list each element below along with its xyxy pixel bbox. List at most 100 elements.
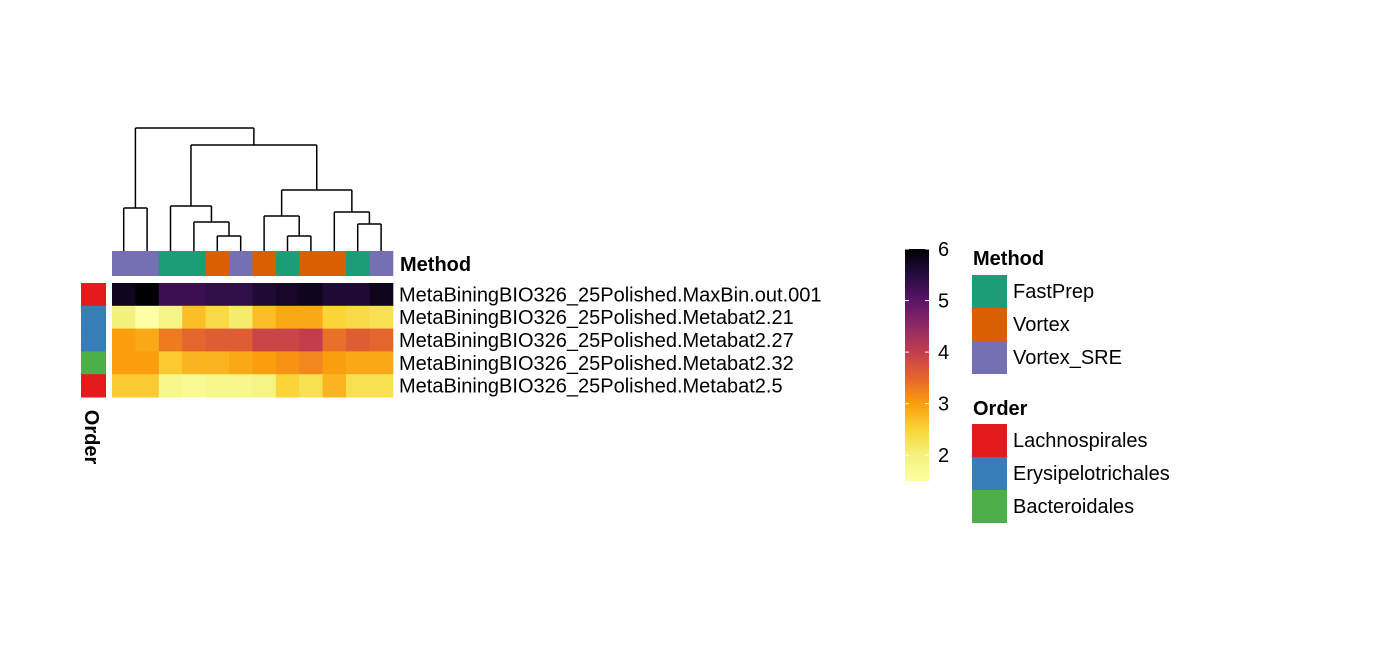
heatmap-cell [182,351,207,375]
heatmap-cell [252,305,277,330]
heatmap-cell [135,305,160,330]
color-scale-legend: 2 3 4 5 6 [905,239,949,481]
method-cell [182,251,207,276]
legend-swatch [972,341,1007,374]
order-annotation-label: Order [80,410,102,465]
row-label: MetaBiningBIO326_25Polished.Metabat2.32 [399,353,794,375]
row-label: MetaBiningBIO326_25Polished.MaxBin.out.0… [399,284,822,306]
method-annotation-bar [112,251,394,276]
column-dendrogram [122,127,382,251]
heatmap-cell [299,305,324,330]
row-label: MetaBiningBIO326_25Polished.Metabat2.21 [399,307,794,329]
heatmap-cell [205,374,230,398]
method-cell [135,251,160,276]
heatmap-cell [275,305,300,330]
heatmap-cell [158,305,183,330]
heatmap-cell [158,328,183,352]
color-scale-bar [905,249,929,481]
heatmap-cells [112,283,394,398]
color-scale-tick-label: 5 [938,291,949,313]
heatmap-cell [252,328,277,352]
order-legend: Order Lachnospirales Erysipelotrichales Ba… [972,398,1170,523]
heatmap-cell [135,374,160,398]
heatmap-cell [135,351,160,375]
heatmap-cell [112,351,136,375]
heatmap-cell [205,283,230,307]
heatmap-cell [229,328,253,352]
legend-swatch [972,457,1007,490]
heatmap-cell [229,283,253,307]
heatmap-cell [182,328,207,352]
heatmap-cell [299,328,324,352]
heatmap-cell [182,283,207,307]
legend-label: Erysipelotrichales [1013,463,1170,485]
heatmap-cell [205,328,230,352]
color-scale-ticks: 2 3 4 5 6 [905,239,949,467]
heatmap-cell [322,328,347,352]
method-cell [229,251,253,276]
heatmap-cell [275,283,300,307]
method-cell [346,251,370,276]
heatmap-cell [322,351,347,375]
heatmap-cell [205,351,230,375]
heatmap-cell [158,351,183,375]
heatmap-cell [299,351,324,375]
heatmap-cell [346,328,370,352]
heatmap-cell [182,305,207,330]
heatmap-cell [346,305,370,330]
heatmap-cell [135,328,160,352]
heatmap-cell [369,283,394,307]
color-scale-tick-label: 6 [938,239,949,261]
heatmap-cell [299,374,324,398]
method-cell [369,251,394,276]
heatmap-cell [369,351,394,375]
method-cell [299,251,324,276]
legend-label: Vortex_SRE [1013,347,1122,369]
heatmap-cell [112,374,136,398]
heatmap-cell [369,305,394,330]
method-cell [158,251,183,276]
heatmap-cell [112,283,136,307]
legend-label: Bacteroidales [1013,496,1134,518]
heatmap-cell [346,283,370,307]
row-labels: MetaBiningBIO326_25Polished.MaxBin.out.0… [399,284,822,397]
heatmap-cell [369,374,394,398]
order-cell [81,305,106,330]
color-scale-tick-label: 4 [938,342,949,364]
method-cell [112,251,136,276]
heatmap-cell [229,351,253,375]
method-legend: Method FastPrep Vortex Vortex_SRE [972,248,1122,374]
order-cell [81,374,106,398]
method-legend-title: Method [973,248,1044,270]
heatmap-cell [299,283,324,307]
heatmap-cell [275,374,300,398]
order-cell [81,351,106,375]
order-annotation-bar [81,283,106,398]
heatmap-cell [346,374,370,398]
order-legend-title: Order [973,398,1028,420]
heatmap-cell [229,305,253,330]
heatmap-cell [252,374,277,398]
heatmap-cell [112,328,136,352]
legend-swatch [972,424,1007,457]
legend-swatch [972,275,1007,308]
heatmap-cell [252,283,277,307]
heatmap-cell [112,305,136,330]
heatmap-cell [158,283,183,307]
heatmap-cell [205,305,230,330]
heatmap-cell [275,328,300,352]
method-cell [205,251,230,276]
method-cell [275,251,300,276]
color-scale-tick-label: 2 [938,445,949,467]
heatmap-cell [158,374,183,398]
order-cell [81,328,106,352]
heatmap-cell [346,351,370,375]
heatmap-cell [322,305,347,330]
method-annotation-label: Method [400,254,471,276]
method-cell [322,251,347,276]
heatmap-cell [322,374,347,398]
color-scale-tick-label: 3 [938,394,949,416]
row-label: MetaBiningBIO326_25Polished.Metabat2.27 [399,330,794,352]
heatmap-cell [229,374,253,398]
